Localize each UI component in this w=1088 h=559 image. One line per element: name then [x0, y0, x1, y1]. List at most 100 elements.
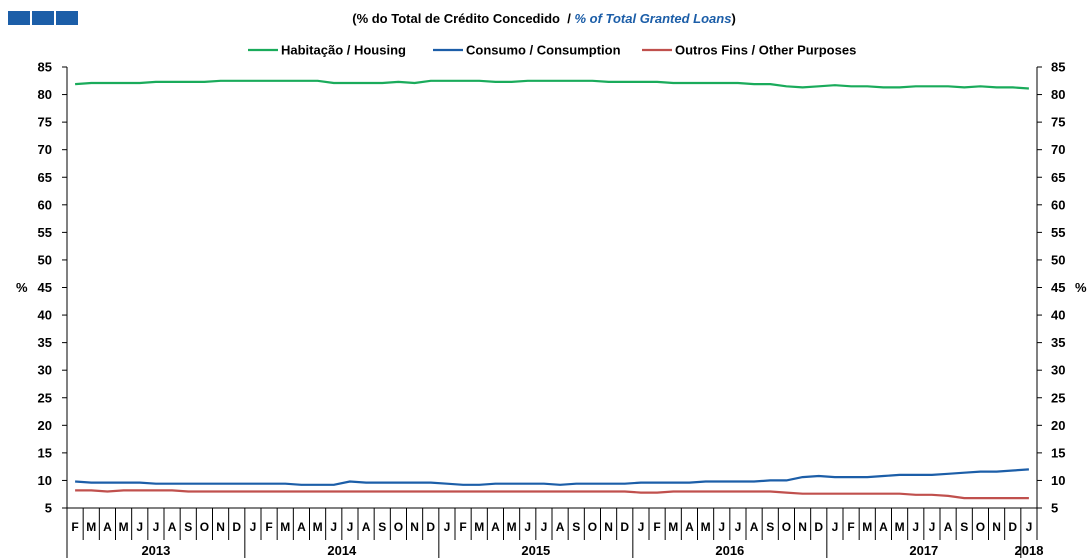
x-tick-label-month: J [541, 520, 548, 534]
y-tick-label-right: 65 [1051, 170, 1065, 185]
x-tick-label-month: S [572, 520, 580, 534]
x-tick-label-month: M [86, 520, 96, 534]
brand-logo-block [32, 11, 54, 25]
subtitle-english: % of Total Granted Loans [574, 11, 732, 26]
x-tick-label-month: N [216, 520, 225, 534]
x-tick-label-month: D [620, 520, 629, 534]
x-tick-label-month: S [378, 520, 386, 534]
y-tick-label-right: 30 [1051, 363, 1065, 378]
y-tick-label-right: 10 [1051, 473, 1065, 488]
x-tick-label-month: N [410, 520, 419, 534]
x-tick-label-month: A [168, 520, 177, 534]
subtitle-portuguese: % do Total de Crédito Concedido [356, 11, 560, 26]
x-tick-label-month: J [638, 520, 645, 534]
x-tick-label-month: J [330, 520, 337, 534]
y-tick-label-left: 85 [38, 60, 52, 75]
x-tick-label-year: 2016 [715, 543, 744, 558]
x-tick-label-month: M [119, 520, 129, 534]
y-tick-label-left: 45 [38, 280, 52, 295]
x-tick-label-month: A [491, 520, 500, 534]
x-tick-label-month: D [426, 520, 435, 534]
y-axis-label-right: % [1075, 280, 1087, 295]
y-tick-label-left: 35 [38, 335, 52, 350]
x-tick-label-month: J [718, 520, 725, 534]
subtitle-open: ( [352, 11, 357, 26]
x-tick-label-month: M [507, 520, 517, 534]
x-tick-label-month: A [103, 520, 112, 534]
x-tick-label-year: 2018 [1015, 543, 1044, 558]
y-tick-label-right: 70 [1051, 142, 1065, 157]
x-tick-label-month: J [524, 520, 531, 534]
y-tick-label-left: 60 [38, 197, 52, 212]
y-tick-label-right: 20 [1051, 418, 1065, 433]
x-tick-label-month: M [862, 520, 872, 534]
x-tick-label-month: M [280, 520, 290, 534]
x-tick-label-month: J [912, 520, 919, 534]
x-tick-label-month: M [474, 520, 484, 534]
y-tick-label-left: 70 [38, 142, 52, 157]
y-tick-label-left: 5 [45, 501, 52, 516]
brand-logo-block [8, 11, 30, 25]
y-tick-label-left: 25 [38, 390, 52, 405]
x-tick-label-month: O [588, 520, 597, 534]
y-tick-label-left: 20 [38, 418, 52, 433]
y-axis-label-left: % [16, 280, 28, 295]
subtitle-close: ) [731, 11, 736, 26]
x-tick-label-month: J [347, 520, 354, 534]
y-tick-label-left: 30 [38, 363, 52, 378]
x-tick-label-month: N [992, 520, 1001, 534]
y-tick-label-left: 40 [38, 308, 52, 323]
x-tick-label-month: J [1026, 520, 1033, 534]
x-tick-label-month: O [782, 520, 791, 534]
x-tick-label-month: J [250, 520, 257, 534]
x-tick-label-month: O [394, 520, 403, 534]
y-tick-label-right: 50 [1051, 252, 1065, 267]
x-tick-label-month: F [459, 520, 466, 534]
y-tick-label-right: 60 [1051, 197, 1065, 212]
y-tick-label-left: 55 [38, 225, 52, 240]
legend-label: Outros Fins / Other Purposes [675, 43, 856, 58]
y-tick-label-right: 85 [1051, 60, 1065, 75]
x-tick-label-month: O [200, 520, 209, 534]
series-line [75, 468, 1029, 486]
y-tick-label-right: 75 [1051, 115, 1065, 130]
x-tick-label-month: A [297, 520, 306, 534]
y-tick-label-right: 15 [1051, 445, 1065, 460]
y-tick-label-right: 25 [1051, 390, 1065, 405]
x-tick-label-month: A [944, 520, 953, 534]
series-line [75, 489, 1029, 500]
subtitle-separator: / [560, 11, 575, 26]
x-tick-label-month: F [265, 520, 272, 534]
y-tick-label-left: 65 [38, 170, 52, 185]
y-tick-label-left: 10 [38, 473, 52, 488]
chart-subtitle: (% do Total de Crédito Concedido / % of … [0, 11, 1088, 26]
x-tick-label-year: 2013 [141, 543, 170, 558]
y-tick-label-right: 45 [1051, 280, 1065, 295]
x-tick-label-month: J [136, 520, 143, 534]
x-tick-label-month: J [735, 520, 742, 534]
x-tick-label-month: S [960, 520, 968, 534]
x-tick-label-month: F [71, 520, 78, 534]
x-tick-label-year: 2015 [521, 543, 550, 558]
series-line [75, 79, 1029, 90]
x-tick-label-month: O [976, 520, 985, 534]
x-tick-label-year: 2017 [909, 543, 938, 558]
x-tick-label-month: D [814, 520, 823, 534]
y-tick-label-right: 80 [1051, 87, 1065, 102]
x-tick-label-month: J [929, 520, 936, 534]
brand-logo [8, 11, 78, 25]
y-tick-label-left: 80 [38, 87, 52, 102]
x-tick-label-month: S [184, 520, 192, 534]
x-tick-label-month: M [895, 520, 905, 534]
x-tick-label-month: A [685, 520, 694, 534]
legend-label: Consumo / Consumption [466, 43, 621, 58]
x-tick-label-month: J [153, 520, 160, 534]
x-tick-label-month: F [653, 520, 660, 534]
x-tick-label-month: D [1008, 520, 1017, 534]
x-tick-label-month: D [232, 520, 241, 534]
x-tick-label-year: 2014 [327, 543, 357, 558]
y-tick-label-right: 35 [1051, 335, 1065, 350]
y-tick-label-left: 50 [38, 252, 52, 267]
x-tick-label-month: J [832, 520, 839, 534]
